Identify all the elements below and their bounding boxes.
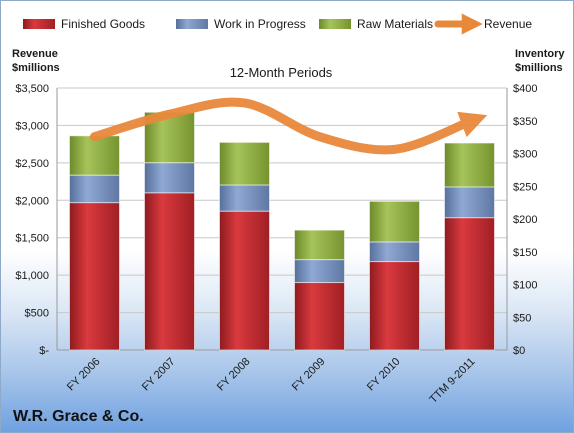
legend-swatch-raw-materials (319, 19, 351, 29)
right-tick-label: $100 (513, 280, 537, 292)
legend-label-revenue: Revenue (484, 17, 532, 31)
legend-label-work-in-progress: Work in Progress (214, 17, 306, 31)
bar-work-in-progress (444, 186, 495, 219)
right-tick-label: $200 (513, 214, 537, 226)
left-tick-label: $3,500 (15, 83, 49, 95)
bar-raw-materials (294, 229, 345, 261)
legend: Finished Goods Work in Progress Raw Materi… (23, 13, 532, 35)
bar-work-in-progress (219, 184, 270, 212)
left-axis-title-line1: Revenue (12, 48, 58, 60)
x-tick-label: FY 2007 (140, 356, 178, 394)
left-tick-label: $2,000 (15, 195, 49, 207)
left-tick-label: $1,000 (15, 270, 49, 282)
left-tick-label: $2,500 (15, 158, 49, 170)
x-tick-label: FY 2008 (215, 356, 253, 394)
bar-work-in-progress (294, 259, 345, 284)
x-tick-label: FY 2010 (365, 356, 403, 394)
legend-label-raw-materials: Raw Materials (357, 17, 433, 31)
right-tick-label: $350 (513, 116, 537, 128)
bar-work-in-progress (369, 241, 420, 263)
left-tick-label: $500 (25, 308, 49, 320)
right-axis-title-line2: $millions (515, 62, 563, 74)
right-tick-label: $50 (513, 312, 531, 324)
bar-finished-goods (144, 192, 195, 351)
bar-raw-materials (69, 135, 120, 176)
right-tick-label: $0 (513, 345, 525, 357)
right-tick-label: $300 (513, 149, 537, 161)
bar-raw-materials (219, 141, 270, 186)
legend-label-finished-goods: Finished Goods (61, 17, 145, 31)
x-tick-label: FY 2006 (65, 356, 103, 394)
left-axis-title-line2: $millions (12, 62, 60, 74)
left-axis-ticks: $- $500 $1,000 $1,500 $2,000 $2,500 $3,000 $3,5… (15, 83, 49, 357)
left-tick-label: $- (39, 345, 49, 357)
bar-finished-goods (444, 217, 495, 351)
right-axis-ticks: $0 $50 $100 $150 $200 $250 $300 $350 $400 (513, 83, 537, 357)
company-name: W.R. Grace & Co. (13, 408, 144, 425)
bar-work-in-progress (144, 162, 195, 194)
revenue-line-layer (90, 97, 488, 155)
x-axis-ticks: FY 2006 FY 2007 FY 2008 FY 2009 FY 2010 TTM 9… (65, 356, 478, 406)
bars (69, 111, 495, 351)
left-tick-label: $1,500 (15, 233, 49, 245)
bar-finished-goods (219, 210, 270, 351)
bar-finished-goods (369, 261, 420, 351)
x-tick-label: TTM 9-2011 (427, 356, 477, 406)
right-tick-label: $250 (513, 181, 537, 193)
left-tick-label: $3,000 (15, 120, 49, 132)
bar-raw-materials (369, 200, 420, 243)
chart-title: 12-Month Periods (230, 65, 333, 80)
bar-work-in-progress (69, 174, 120, 204)
right-axis-title-line1: Inventory (515, 48, 565, 60)
bar-finished-goods (294, 282, 345, 351)
bar-finished-goods (69, 202, 120, 351)
legend-swatch-work-in-progress (176, 19, 208, 29)
right-tick-label: $400 (513, 83, 537, 95)
right-tick-label: $150 (513, 247, 537, 259)
legend-swatch-finished-goods (23, 19, 55, 29)
bar-raw-materials (444, 142, 495, 188)
x-tick-label: FY 2009 (290, 356, 328, 394)
revenue-line (90, 97, 488, 155)
